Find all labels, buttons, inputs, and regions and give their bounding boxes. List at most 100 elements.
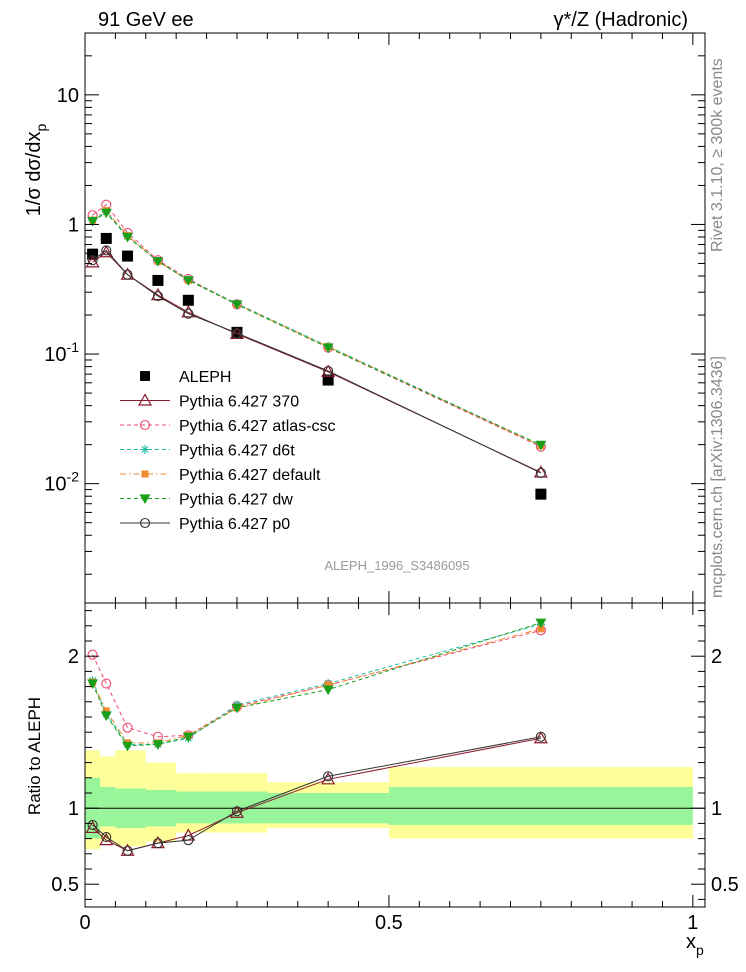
legend-marker-pythia-6-427-dw <box>139 494 151 504</box>
header-left-label: 91 GeV ee <box>98 9 194 31</box>
x-tick-label-2: 1 <box>687 912 698 934</box>
main-point-pythia-6-427-dw-6 <box>322 343 334 354</box>
legend-label-pythia-6-427-dw: Pythia 6.427 dw <box>179 492 293 509</box>
main-y-tick-label-3: 10 <box>57 85 79 107</box>
main-point-aleph-5 <box>231 326 243 338</box>
ratio-point-pythia-6-427-dw-5 <box>231 703 243 714</box>
main-line-pythia-6-427-d6t <box>92 211 542 446</box>
ratio-uncertainty-bands <box>85 750 705 850</box>
ratio-line-pythia-6-427-default <box>92 628 542 744</box>
main-plot-frame <box>84 32 706 604</box>
main-point-pythia-6-427-dw-5 <box>231 300 243 311</box>
ratio-plot-series <box>85 618 548 856</box>
ratio-point-pythia-6-427-dw-1 <box>100 711 112 721</box>
ratio-y-tick-label-right-0: 0.5 <box>711 874 739 896</box>
main-line-pythia-6-427-370 <box>92 251 542 473</box>
ratio-point-pythia-6-427-dw-2 <box>122 741 134 752</box>
main-point-pythia-6-427-dw-2 <box>122 232 134 243</box>
main-line-pythia-6-427-atlas-csc <box>92 204 542 448</box>
ratio-point-pythia-6-427-atlas-csc-1 <box>101 678 112 689</box>
ratio-point-pythia-6-427-370-5 <box>229 805 244 818</box>
ratio-y-tick-label-2: 2 <box>68 646 79 668</box>
legend-label-pythia-6-427-d6t: Pythia 6.427 d6t <box>179 443 295 460</box>
main-y-tick-label-0: 10-2 <box>44 469 79 496</box>
main-point-pythia-6-427-p0-2 <box>122 269 133 280</box>
legend-marker-pythia-6-427-p0 <box>139 517 151 529</box>
ratio-point-pythia-6-427-default-6 <box>324 681 332 689</box>
ratio-point-pythia-6-427-dw-6 <box>322 685 334 696</box>
legend-label-pythia-6-427-370: Pythia 6.427 370 <box>179 394 299 411</box>
main-point-pythia-6-427-p0-4 <box>183 308 194 319</box>
ratio-y-tick-label-right-1: 1 <box>711 798 722 820</box>
main-y-tick-label-1: 10-1 <box>44 339 79 366</box>
ratio-point-pythia-6-427-p0-5 <box>231 806 243 817</box>
main-point-pythia-6-427-p0-1 <box>101 245 112 256</box>
ratio-line-pythia-6-427-d6t <box>92 623 542 745</box>
main-y-tick-exponent-1: -1 <box>67 339 80 355</box>
main-line-pythia-6-427-default <box>92 209 542 447</box>
main-point-pythia-6-427-dw-7 <box>535 440 547 451</box>
main-point-pythia-6-427-dw-3 <box>152 257 164 267</box>
ratio-point-pythia-6-427-atlas-csc-0 <box>87 649 98 660</box>
ratio-plot-axes <box>84 602 706 908</box>
ratio-line-pythia-6-427-370 <box>92 737 541 852</box>
ratio-point-pythia-6-427-default-1 <box>102 707 110 715</box>
ratio-point-pythia-6-427-p0-4 <box>183 835 194 846</box>
analysis-reference-label: ALEPH_1996_S3486095 <box>324 558 469 573</box>
main-point-pythia-6-427-p0-5 <box>231 328 243 339</box>
main-y-tick-label-2: 1 <box>68 214 79 236</box>
legend-marker-pythia-6-427-default <box>141 470 149 478</box>
main-line-pythia-6-427-p0 <box>92 249 542 474</box>
rivet-version-label: Rivet 3.1.10, ≥ 300k events <box>709 58 726 252</box>
main-point-aleph-3 <box>152 274 164 286</box>
main-point-aleph-7 <box>535 488 547 500</box>
main-point-pythia-6-427-dw-1 <box>100 208 112 219</box>
main-point-pythia-6-427-dw-4 <box>182 276 194 286</box>
ratio-plot-frame <box>84 602 706 908</box>
ratio-y-tick-label-1: 1 <box>68 798 79 820</box>
main-point-aleph-1 <box>100 232 112 244</box>
main-point-aleph-0 <box>87 248 99 260</box>
main-y-tick-exponent-0: -2 <box>67 469 80 485</box>
main-point-pythia-6-427-p0-0 <box>87 255 98 266</box>
ratio-y-axis-label: Ratio to ALEPH <box>25 697 44 815</box>
main-point-pythia-6-427-370-5 <box>229 326 244 340</box>
main-plot-series <box>85 199 548 500</box>
main-point-aleph-6 <box>322 374 334 386</box>
main-point-aleph-4 <box>182 294 194 306</box>
ratio-point-pythia-6-427-dw-3 <box>152 740 164 750</box>
ratio-point-pythia-6-427-p0-0 <box>87 819 98 830</box>
main-point-aleph-2 <box>122 250 134 262</box>
ratio-point-pythia-6-427-p0-1 <box>101 832 112 843</box>
main-plot-axes <box>84 32 706 604</box>
ratio-plot-y-ticks: 0.5 0.5 1 1 2 2 <box>51 610 739 900</box>
ratio-point-pythia-6-427-370-6 <box>321 772 336 785</box>
ratio-point-pythia-6-427-p0-6 <box>323 771 334 782</box>
main-point-pythia-6-427-370-1 <box>99 245 114 258</box>
main-plot-y-ticks: 10-2 10-1 1 10 <box>44 32 705 603</box>
ratio-line-pythia-6-427-atlas-csc <box>92 629 542 738</box>
legend-marker-aleph <box>140 371 150 381</box>
ratio-stat-band-1 <box>100 786 116 827</box>
ratio-y-tick-label-right-2: 2 <box>711 646 722 668</box>
x-tick-label-1: 0.5 <box>375 912 403 934</box>
ratio-y-tick-label-0: 0.5 <box>51 874 79 896</box>
legend-marker-pythia-6-427-d6t <box>140 445 150 454</box>
ratio-point-pythia-6-427-default-7 <box>537 625 545 633</box>
ratio-plot-panel: 0.5 0.51 12 2 0 0.5 1 <box>51 602 739 934</box>
ratio-plot-x-ticks: 0 0.5 1 <box>79 603 698 934</box>
x-tick-label-0: 0 <box>79 912 90 934</box>
main-point-pythia-6-427-p0-7 <box>535 467 546 478</box>
main-line-pythia-6-427-dw <box>92 212 542 446</box>
main-y-axis-label: 1/σ dσ/dxp <box>23 124 49 217</box>
legend-label-pythia-6-427-atlas-csc: Pythia 6.427 atlas-csc <box>179 418 336 435</box>
main-plot-panel: 10-2 10-1 1 10 <box>44 32 706 604</box>
mcplots-source-label: mcplots.cern.ch [arXiv:1306.3436] <box>709 356 726 598</box>
ratio-point-pythia-6-427-p0-7 <box>535 731 546 742</box>
ratio-point-pythia-6-427-p0-3 <box>152 838 163 849</box>
legend: ALEPH Pythia 6.427 370 Pythia 6.427 atlas-… <box>120 369 336 533</box>
ratio-point-pythia-6-427-atlas-csc-2 <box>122 722 133 733</box>
legend-label-pythia-6-427-default: Pythia 6.427 default <box>179 467 321 484</box>
main-point-pythia-6-427-p0-3 <box>152 291 163 302</box>
